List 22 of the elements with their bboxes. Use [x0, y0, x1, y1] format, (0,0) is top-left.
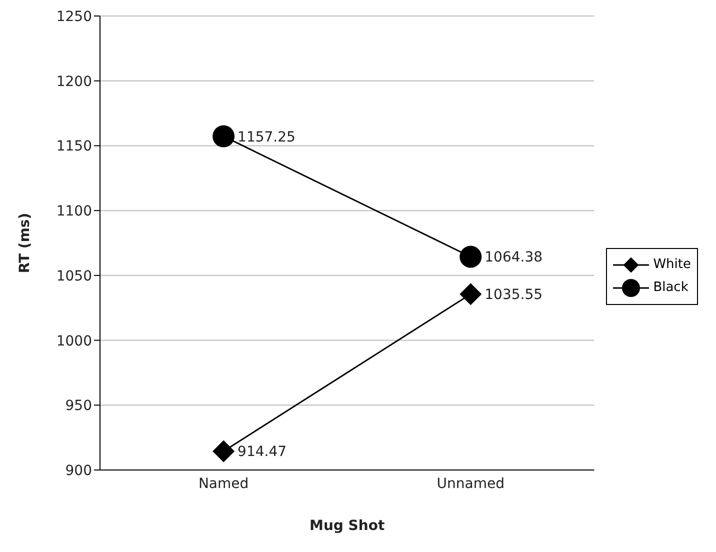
y-tick-label: 1150 [56, 138, 92, 155]
y-tick-label: 1100 [56, 204, 92, 220]
y-tick-label: 950 [65, 398, 92, 414]
point [460, 283, 482, 306]
x-axis-title: Mug Shot [310, 518, 385, 534]
point [212, 125, 235, 148]
y-axis-title: RT (ms) [16, 212, 33, 274]
y-tick-label: 1200 [56, 74, 92, 90]
data-label: 1035.55 [484, 287, 543, 304]
legend-label: White [653, 257, 691, 272]
data-label: 1064.38 [484, 250, 543, 266]
y-tick-label: 1250 [56, 8, 92, 25]
data-label: 1157.25 [238, 129, 296, 146]
y-tick-label: 1050 [56, 268, 92, 284]
point [212, 440, 235, 462]
y-tick-label: 900 [65, 462, 92, 479]
x-tick-label: Unnamed [436, 476, 504, 492]
x-tick-label: Named [198, 476, 249, 492]
point [460, 246, 482, 268]
y-tick-label: 1000 [56, 333, 92, 350]
legend-label: Black [653, 280, 688, 295]
data-label: 914.47 [238, 444, 287, 460]
